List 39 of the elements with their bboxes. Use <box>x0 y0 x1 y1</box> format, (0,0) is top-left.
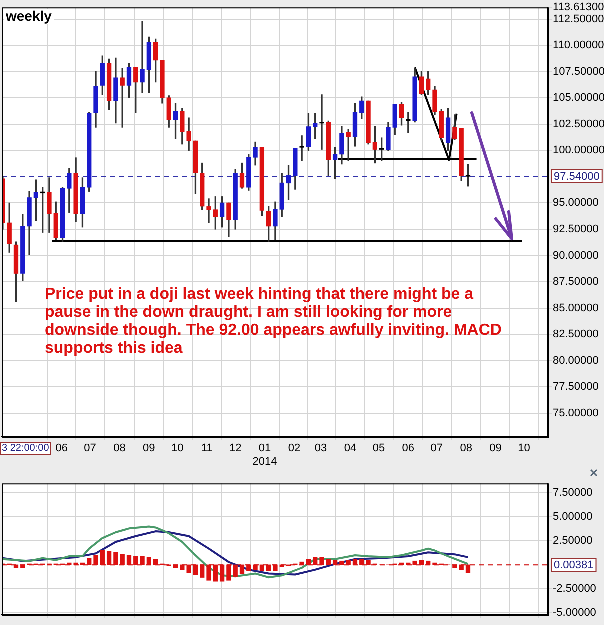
chart-title: weekly <box>4 8 54 24</box>
y-tick-label: 5.00000 <box>553 511 593 524</box>
x-tick-label: 07 <box>430 442 444 455</box>
text: 3 22:00:00 <box>0 442 52 455</box>
x-tick-label: 09 <box>143 442 156 455</box>
x-tick-label: 09 <box>490 442 502 455</box>
x-tick-label: 07 <box>84 442 96 455</box>
y-tick-label: 82.50000 <box>553 328 599 341</box>
y-tick-label: 75.00000 <box>553 407 599 420</box>
y-tick-label: 85.00000 <box>553 302 599 314</box>
x-tick-label: 10 <box>172 442 184 455</box>
x-tick-label: 05 <box>372 442 386 455</box>
y-tick-label: 77.50000 <box>553 381 599 394</box>
x-tick-label: 01 2014 <box>252 442 278 468</box>
y-tick-label: 7.50000 <box>553 487 593 500</box>
y-tick-label: 113.61300 <box>553 2 604 14</box>
x-tick-label: 06 <box>56 442 68 455</box>
x-tick-label: 12 <box>229 442 242 455</box>
ref-line-label: 97.54000 <box>554 171 600 184</box>
y-tick-label: 87.50000 <box>553 276 599 288</box>
y-tick-label: 2.50000 <box>553 535 593 548</box>
y-tick-label: -5.00000 <box>553 607 596 620</box>
x-tick-label: 08 <box>460 442 472 455</box>
x-tick-label: 04 <box>344 442 357 455</box>
x-tick-label: 02 <box>288 442 301 455</box>
y-tick-label: 92.50000 <box>553 223 599 236</box>
y-tick-label: 95.00000 <box>553 197 599 210</box>
x-tick-label: 06 <box>402 442 415 455</box>
ref-line-label: 0.00381 <box>554 560 594 572</box>
x-tick-label: 11 <box>201 442 213 455</box>
x-tick-label: 08 <box>114 442 126 455</box>
y-tick-label: 110.00000 <box>553 40 604 52</box>
x-tick-label: 03 <box>314 442 328 455</box>
x-tick-label: 10 <box>518 442 530 455</box>
y-tick-label: 90.00000 <box>553 250 599 262</box>
y-tick-label: 112.50000 <box>553 13 604 26</box>
annotation: Price put in a doji last week hinting that there might be a pause in the down draught. I am still looking for more downside though. The 92.00 appears awfully inviting. MACD supports this idea <box>45 286 503 358</box>
y-tick-label: -2.50000 <box>553 583 596 596</box>
y-tick-label: 80.00000 <box>553 354 599 367</box>
